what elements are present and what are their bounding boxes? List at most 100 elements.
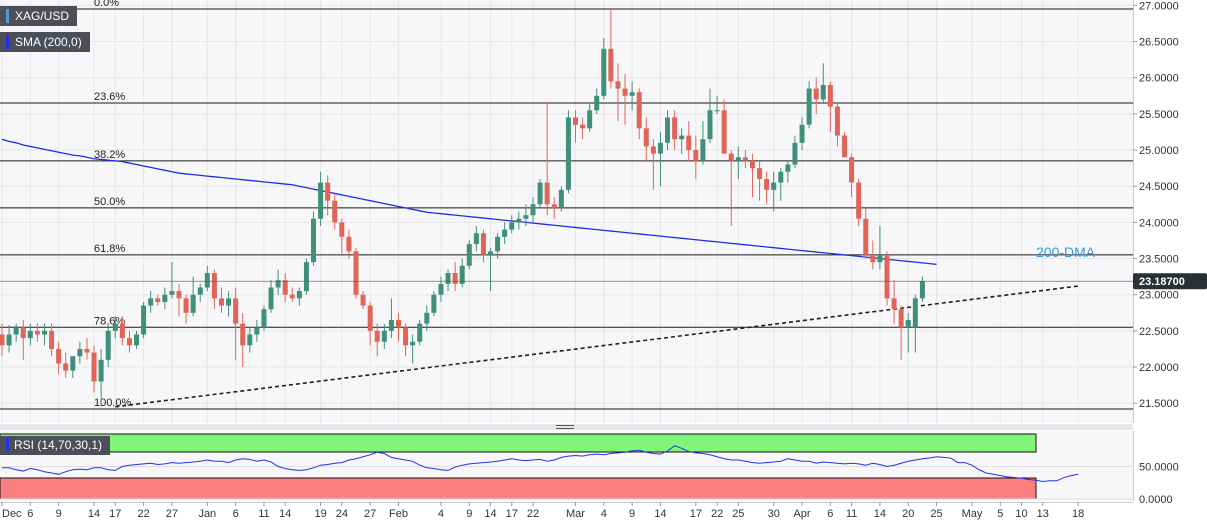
candle-body — [190, 294, 196, 313]
candle-body — [757, 168, 763, 179]
candle-body — [693, 150, 699, 161]
candle-body — [254, 327, 260, 335]
time-axis: Dec 6 9 14 17 22 27 Jan 6 11 14 19 24 27 Feb 4 9 14 17 22 Ma… — [0, 502, 1133, 520]
candle-body — [381, 330, 387, 342]
time-tick-label: 10 — [1015, 508, 1027, 520]
time-tick-label: 6 — [233, 508, 239, 520]
candle-body — [544, 182, 550, 205]
price-tick-label: 21.5000 — [1139, 398, 1179, 410]
price-tick-label: 24.5000 — [1139, 181, 1179, 193]
candle-body — [360, 294, 366, 306]
symbol-badge[interactable]: XAG/USD — [0, 6, 78, 26]
candle-body — [608, 48, 614, 82]
time-tick-label: 19 — [314, 508, 326, 520]
candle-body — [502, 229, 508, 237]
time-tick-label: 22 — [711, 508, 723, 520]
price-tick-label: 23.0000 — [1139, 290, 1179, 302]
time-tick-label: 20 — [902, 508, 914, 520]
fib-label: 50.0% — [94, 196, 125, 208]
candle-body — [764, 178, 770, 190]
rsi-panel — [0, 431, 1133, 501]
candle-body — [473, 233, 479, 245]
candle-body — [77, 348, 83, 357]
candle-body — [204, 273, 210, 288]
candle-body — [353, 251, 359, 295]
time-tick-label: 22 — [527, 508, 539, 520]
candle-body — [558, 189, 564, 208]
candle-body — [459, 265, 465, 284]
price-tick-label: 24.0000 — [1139, 217, 1179, 229]
candle-body — [870, 254, 876, 263]
candle-body — [268, 287, 274, 310]
candle-body — [410, 341, 416, 346]
candle-body — [417, 323, 423, 342]
candle-body — [240, 323, 246, 346]
price-tick-label: 27.0000 — [1139, 0, 1179, 12]
price-grid — [0, 0, 1133, 423]
price-tick-label: 22.5000 — [1139, 326, 1179, 338]
candle-body — [480, 233, 486, 255]
candle-body — [657, 142, 663, 154]
time-tick-label: 11 — [846, 508, 857, 520]
candle-body — [636, 92, 642, 129]
candle-body — [516, 218, 522, 223]
time-tick-label: Dec — [2, 508, 22, 520]
sma-label: SMA (200,0) — [15, 35, 82, 49]
candle-body — [806, 88, 812, 125]
candle-body — [912, 298, 918, 328]
current-price-label: 23.18700 — [1139, 276, 1185, 288]
candle-body — [700, 139, 706, 161]
candle-body — [565, 117, 571, 190]
sma-badge[interactable]: SMA (200,0) — [0, 32, 90, 52]
candle-body — [176, 291, 182, 299]
candle-body — [275, 280, 281, 288]
candle-body — [629, 92, 635, 96]
candle-body — [303, 262, 309, 292]
candle-body — [842, 135, 848, 158]
time-tick-label: Jan — [198, 508, 216, 520]
rsi-badge[interactable]: RSI (14,70,30,1) — [0, 436, 111, 455]
time-tick-label: 14 — [654, 508, 666, 520]
rsi-axis: 50.0000 0.0000 — [1133, 431, 1179, 506]
candle-body — [615, 81, 621, 89]
candle-body — [105, 330, 111, 360]
candle-body — [601, 48, 607, 96]
candle-body — [148, 298, 154, 306]
sma-200-line — [1, 138, 937, 265]
time-tick-label: 11 — [258, 508, 269, 520]
candle-body — [282, 280, 288, 295]
candle-body — [799, 124, 805, 143]
candle-body — [679, 135, 685, 140]
candle-body — [98, 359, 104, 382]
time-tick-label: 30 — [768, 508, 780, 520]
candle-body — [162, 294, 168, 302]
candle-body — [84, 348, 90, 353]
candle-body — [672, 117, 678, 140]
panel-separator[interactable] — [0, 424, 1133, 430]
candle-body — [289, 294, 295, 299]
candle-body — [650, 146, 656, 154]
candle-body — [884, 254, 890, 299]
candle-body — [580, 124, 586, 129]
candle-body — [905, 320, 911, 328]
panel-separator-bar[interactable] — [0, 424, 1133, 430]
time-tick-label: 6 — [27, 508, 33, 520]
candle-body — [778, 171, 784, 183]
candle-body — [233, 298, 239, 324]
candle-body — [91, 352, 97, 382]
candle-body — [388, 320, 394, 331]
time-tick-label: 22 — [137, 508, 149, 520]
candle-body — [551, 204, 557, 208]
candle-body — [296, 291, 302, 299]
time-tick-label: May — [962, 508, 983, 520]
candle-body — [587, 110, 593, 129]
candle-body — [0, 334, 5, 346]
time-tick-label: 25 — [930, 508, 942, 520]
time-tick-label: 14 — [88, 508, 100, 520]
candle-body — [735, 157, 741, 161]
candle-body — [169, 291, 175, 295]
candle-body — [374, 330, 380, 342]
current-price-badge — [1133, 273, 1207, 290]
candle-body — [849, 157, 855, 183]
sma-200-layer — [1, 138, 937, 265]
